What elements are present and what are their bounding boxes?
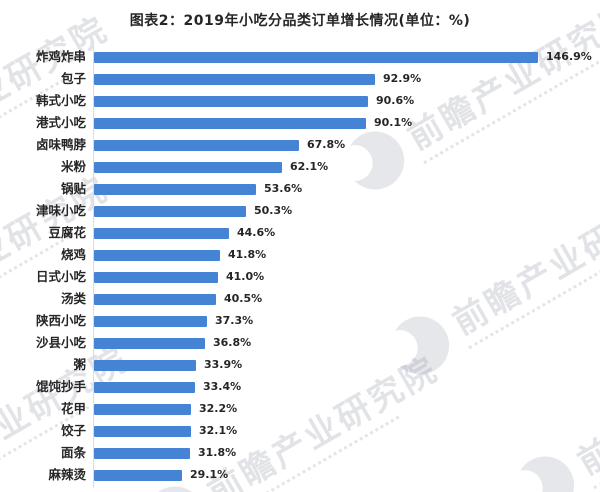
category-label: 锅贴: [60, 181, 86, 196]
category-label: 港式小吃: [35, 115, 86, 130]
chart-row: 沙县小吃 36.8%: [0, 332, 600, 354]
value-label: 41.0%: [226, 270, 265, 283]
category-label: 粥: [73, 357, 86, 372]
bar: [94, 227, 229, 239]
bar: [94, 117, 366, 129]
category-label: 汤类: [60, 291, 86, 306]
value-label: 37.3%: [215, 314, 254, 327]
chart-row: 面条 31.8%: [0, 442, 600, 464]
bar: [94, 403, 191, 415]
value-label: 50.3%: [254, 204, 293, 217]
chart-row: 粥 33.9%: [0, 354, 600, 376]
chart-row: 港式小吃 90.1%: [0, 112, 600, 134]
value-label: 92.9%: [383, 72, 422, 85]
category-label: 卤味鸭脖: [35, 137, 86, 152]
chart-row: 陕西小吃 37.3%: [0, 310, 600, 332]
value-label: 32.2%: [199, 402, 238, 415]
category-label: 韩式小吃: [35, 93, 86, 108]
category-label: 烧鸡: [60, 247, 86, 262]
plot-area: 炸鸡炸串 146.9% 包子 92.9% 韩式小吃 90.6% 港式小吃 90.1% 卤味鸭脖 6…: [0, 46, 600, 490]
chart-title: 图表2：2019年小吃分品类订单增长情况(单位：%): [129, 13, 471, 29]
bar: [94, 381, 195, 393]
chart-row: 包子 92.9%: [0, 68, 600, 90]
chart-row: 锅贴 53.6%: [0, 178, 600, 200]
bar: [94, 161, 282, 173]
value-label: 62.1%: [290, 160, 329, 173]
value-label: 29.1%: [190, 468, 229, 481]
value-label: 90.1%: [374, 116, 413, 129]
category-label: 豆腐花: [48, 225, 86, 240]
chart-row: 卤味鸭脖 67.8%: [0, 134, 600, 156]
value-label: 90.6%: [376, 94, 415, 107]
category-label: 炸鸡炸串: [35, 49, 86, 64]
category-label: 花甲: [60, 401, 86, 416]
chart-row: 饺子 32.1%: [0, 420, 600, 442]
bar: [94, 293, 216, 305]
value-label: 41.8%: [228, 248, 267, 261]
bar: [94, 95, 368, 107]
category-label: 陕西小吃: [35, 313, 86, 328]
value-label: 67.8%: [307, 138, 346, 151]
category-label: 包子: [60, 71, 86, 86]
bar: [94, 205, 246, 217]
category-label: 麻辣烫: [48, 467, 86, 482]
category-label: 饺子: [60, 423, 86, 438]
chart-row: 花甲 32.2%: [0, 398, 600, 420]
category-label: 津味小吃: [35, 203, 86, 218]
bar: [94, 271, 218, 283]
value-label: 44.6%: [237, 226, 276, 239]
bar: [94, 425, 191, 437]
bar: [94, 337, 205, 349]
value-label: 32.1%: [199, 424, 238, 437]
value-label: 146.9%: [546, 50, 592, 63]
category-label: 沙县小吃: [35, 335, 86, 350]
chart-row: 日式小吃 41.0%: [0, 266, 600, 288]
category-label: 馄饨抄手: [35, 379, 86, 394]
category-label: 面条: [60, 445, 86, 460]
y-axis-line: [93, 46, 94, 488]
chart-row: 津味小吃 50.3%: [0, 200, 600, 222]
value-label: 53.6%: [264, 182, 303, 195]
value-label: 33.9%: [204, 358, 243, 371]
chart-row: 炸鸡炸串 146.9%: [0, 46, 600, 68]
value-label: 31.8%: [198, 446, 237, 459]
chart-row: 烧鸡 41.8%: [0, 244, 600, 266]
bar: [94, 359, 196, 371]
chart-row: 麻辣烫 29.1%: [0, 464, 600, 486]
bar: [94, 469, 182, 481]
value-label: 33.4%: [203, 380, 242, 393]
bar: [94, 183, 256, 195]
bar: [94, 139, 299, 151]
bar: [94, 73, 375, 85]
category-label: 日式小吃: [35, 269, 86, 284]
bar: [94, 51, 538, 63]
category-label: 米粉: [60, 159, 86, 174]
chart-row: 汤类 40.5%: [0, 288, 600, 310]
bar: [94, 249, 220, 261]
chart-row: 韩式小吃 90.6%: [0, 90, 600, 112]
bar: [94, 315, 207, 327]
chart-row: 米粉 62.1%: [0, 156, 600, 178]
value-label: 36.8%: [213, 336, 252, 349]
bar: [94, 447, 190, 459]
chart-row: 馄饨抄手 33.4%: [0, 376, 600, 398]
value-label: 40.5%: [224, 292, 263, 305]
chart-row: 豆腐花 44.6%: [0, 222, 600, 244]
